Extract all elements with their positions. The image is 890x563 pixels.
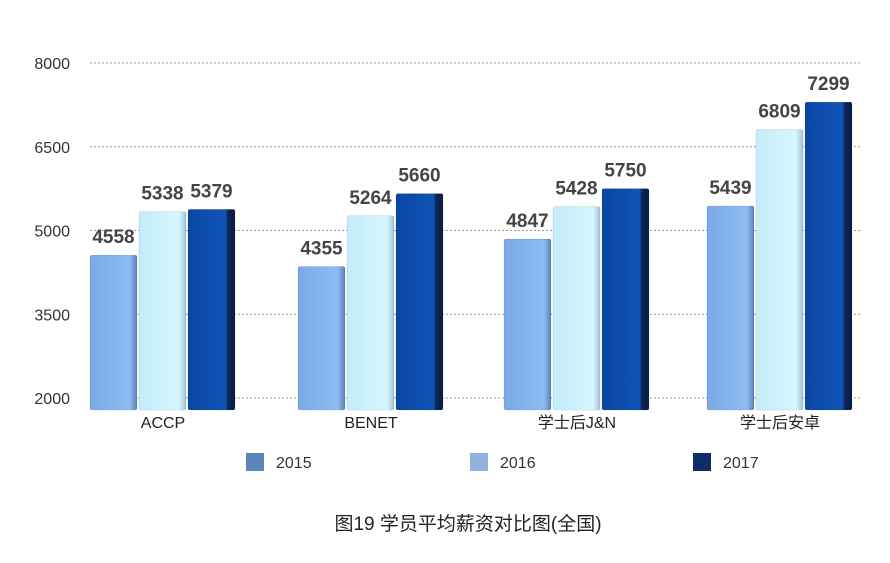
- data-label: 5264: [349, 188, 392, 209]
- legend-swatch-2017: [693, 453, 711, 471]
- bar-2017-0: [187, 209, 236, 411]
- bar-2017-2: [601, 188, 650, 411]
- legend-label: 2015: [276, 455, 312, 472]
- legend-swatch-2015: [246, 453, 264, 471]
- data-label: 5338: [141, 184, 183, 205]
- legend-label: 2016: [500, 455, 536, 472]
- data-label: 5439: [709, 178, 751, 199]
- legend-swatch-2016: [470, 453, 488, 471]
- bar-2016-0: [138, 211, 187, 411]
- data-label: 4355: [300, 239, 343, 260]
- y-tick-label: 3500: [34, 307, 70, 324]
- x-tick-label: BENET: [344, 415, 398, 432]
- x-tick-label: 学士后安卓: [740, 414, 820, 432]
- data-label: 5428: [555, 179, 597, 200]
- legend-label: 2017: [723, 455, 759, 472]
- y-tick-label: 2000: [34, 391, 70, 408]
- bar-2015-2: [503, 238, 552, 411]
- y-tick-label: 8000: [34, 56, 70, 73]
- data-label: 5750: [604, 161, 646, 182]
- data-label: 7299: [807, 74, 849, 95]
- bar-2015-3: [706, 205, 755, 411]
- data-label: 6809: [758, 101, 800, 122]
- data-label: 4847: [506, 211, 548, 232]
- bar-2016-3: [755, 129, 804, 411]
- x-tick-label: 学士后J&N: [538, 414, 616, 432]
- chart-title: 图19 学员平均薪资对比图(全国): [334, 513, 601, 535]
- y-tick-label: 5000: [34, 224, 70, 241]
- x-tick-label: ACCP: [141, 415, 185, 432]
- bar-2016-2: [552, 206, 601, 411]
- bar-2015-0: [89, 254, 138, 411]
- data-label: 5379: [190, 181, 232, 202]
- bar-2016-1: [346, 215, 395, 411]
- y-tick-label: 6500: [34, 140, 70, 157]
- bar-2015-1: [297, 266, 346, 411]
- data-label: 4558: [92, 227, 134, 248]
- data-label: 5660: [398, 166, 440, 187]
- bar-2017-1: [395, 193, 444, 411]
- bar-2017-3: [804, 101, 853, 411]
